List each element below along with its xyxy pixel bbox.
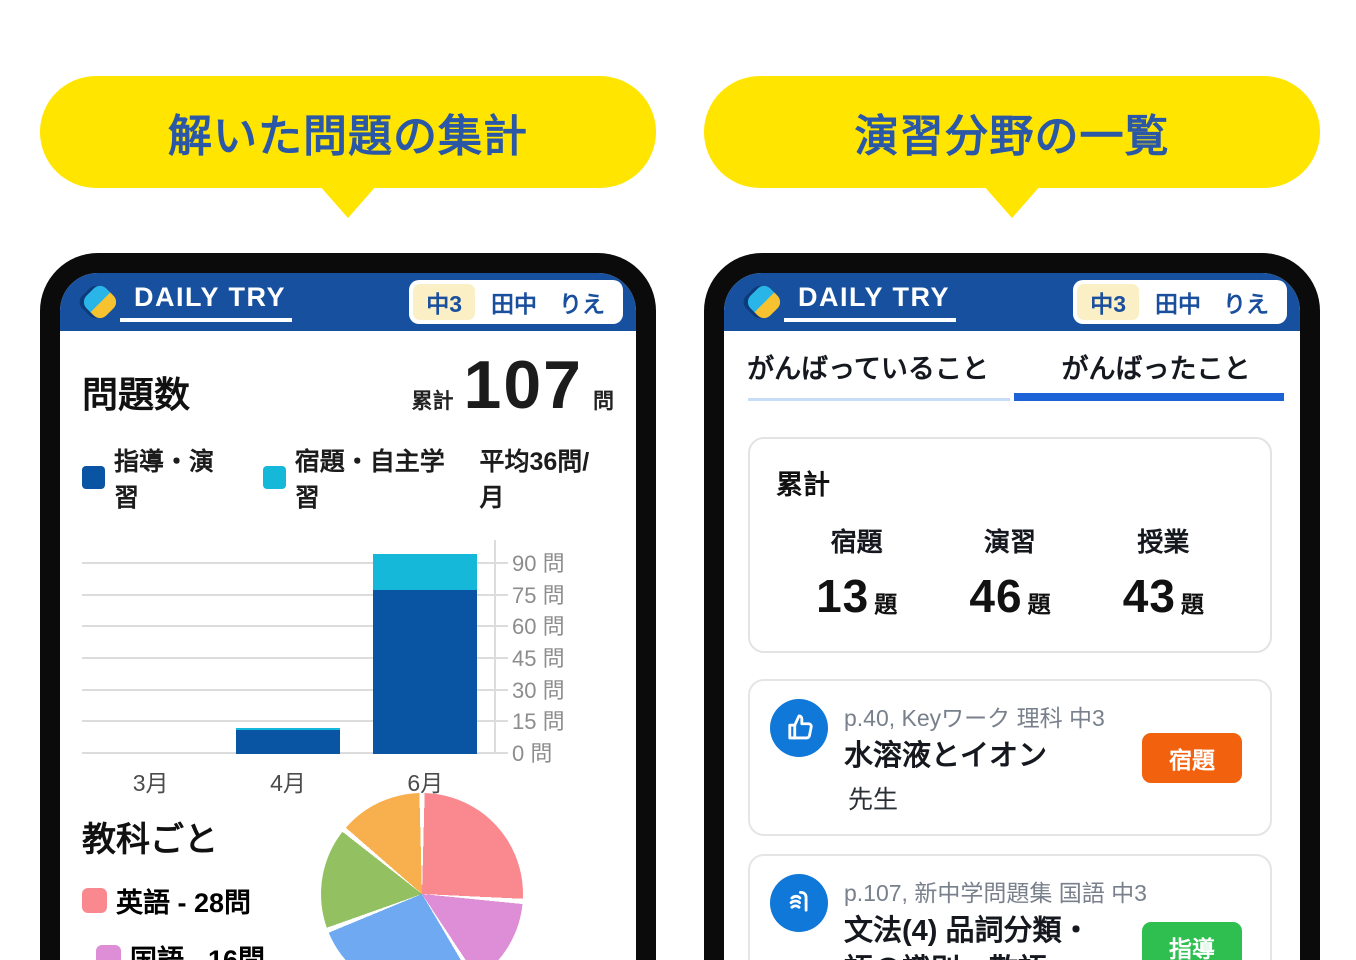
subject-legend: 英語 - 28問 国語 - 16問 数学 - 30問 [82,881,362,960]
app-logo-text: DAILY TRY [784,282,957,322]
summary-title: 累計 [776,470,830,500]
task-subtext: 先生 [848,786,899,815]
stat-number: 13 [816,570,870,622]
user-badge[interactable]: 中3 田中 りえ [409,280,623,324]
phone-left: DAILY TRY 中3 田中 りえ 問題数 累計 107 問 [40,253,656,960]
legend-item-homework: 宿題・自主学習 [262,442,470,514]
summary-stats: 宿題 13 題 演習 46 題 [776,522,1244,623]
user-first-name: りえ [559,291,605,317]
user-name: 田中 りえ [1139,285,1283,319]
app-logo-text: DAILY TRY [120,282,293,322]
legend-label: 宿題・自主学習 [294,447,445,512]
average-per-month: 平均36問/月 [479,447,590,512]
cumulative-summary-card: 累計 宿題 13 題 演習 46 [748,437,1272,653]
legend-swatch [82,887,107,913]
total-unit: 問 [593,390,614,413]
bar-xlabels: 3月 4月 6月 [132,769,444,796]
grade-chip: 中3 [413,284,475,320]
legend-item-guidance: 指導・演習 [82,442,239,514]
task-main: p.107, 新中学問題集 国語 中3 文法(4) 品詞分類・ 語の識別・敬語 … [844,874,1147,960]
stat-homework: 宿題 13 題 [816,522,897,623]
subject-pie-chart [321,793,523,960]
legend-swatch [82,466,105,490]
legend-swatch [262,466,286,490]
task-meta: p.40, Keyワーク 理科 中3 [844,705,1105,731]
grade-chip: 中3 [1077,284,1139,320]
callout-solved-summary: 解いた問題の集計 [40,76,656,188]
task-title: 水溶液とイオン [844,740,1048,772]
stat-number: 43 [1122,570,1176,622]
stat-practice: 演習 46 題 [969,522,1050,623]
legend-label: 指導・演習 [114,447,215,512]
app-header: DAILY TRY 中3 田中 りえ [724,273,1300,331]
tab-underline [1014,393,1284,401]
cumulative-total: 累計 107 問 [411,347,614,423]
stat-label: 授業 [1137,527,1190,557]
tab-label: がんばっていること [747,353,989,384]
thumbs-up-icon [770,699,828,757]
bar-chart-legend: 指導・演習 宿題・自主学習 平均36問/月 [82,442,614,514]
stat-number: 46 [969,570,1023,622]
task-title: 文法(4) 品詞分類・ 語の識別・敬語 [844,915,1091,960]
stat-unit: 題 [874,591,898,617]
stat-label: 宿題 [830,527,883,557]
problem-count-panel: 問題数 累計 107 問 指導・演習 宿題・自主学習 [60,331,636,960]
user-badge[interactable]: 中3 田中 りえ [1073,280,1287,324]
subject-legend-japanese: 国語 - 16問 [96,938,362,960]
app-logo: DAILY TRY [744,282,957,322]
tab-ganbatteiru[interactable]: がんばっていること [724,331,1012,401]
monthly-bar-chart: 0 問 15 問 30 問 45 問 60 問 75 問 90 問 3月 4月 6月 [82,539,614,796]
callout-text: 演習分野の一覧 [854,112,1170,161]
app-logo: DAILY TRY [80,282,293,322]
app-header: DAILY TRY 中3 田中 りえ [60,273,636,331]
writing-hand-icon [770,874,828,933]
phone-left-screen: DAILY TRY 中3 田中 りえ 問題数 累計 107 問 [60,273,636,960]
bar-grid [82,539,508,754]
badge-guidance: 指導 [1142,922,1242,960]
legend-label: 英語 - 28問 [116,887,252,918]
tab-underline [748,398,1010,401]
total-value: 107 [463,347,583,423]
subject-legend-english: 英語 - 28問 [82,881,362,920]
task-card-suiyoueki[interactable]: p.40, Keyワーク 理科 中3 水溶液とイオン 先生 宿題 [748,679,1272,837]
stat-value: 46 題 [969,569,1050,623]
tab-bar: がんばっていること がんばったこと [724,331,1300,401]
legend-swatch [96,944,121,960]
user-last-name: 田中 [1155,291,1201,317]
callout-text: 解いた問題の集計 [168,112,528,161]
bar-slots [82,550,494,754]
section-title-problem-count: 問題数 [82,373,191,415]
stat-unit: 題 [1180,591,1204,617]
legend-label: 国語 - 16問 [130,944,266,960]
user-last-name: 田中 [491,291,537,317]
section-title-by-subject: 教科ごと [82,820,218,859]
bar-yaxis: 0 問 15 問 30 問 45 問 60 問 75 問 90 問 [512,551,565,766]
phone-right: DAILY TRY 中3 田中 りえ がんばっていること [704,253,1320,960]
stats-header: 問題数 累計 107 問 [82,347,614,423]
tab-ganbatta[interactable]: がんばったこと [1012,331,1300,401]
task-card-bunpou[interactable]: p.107, 新中学問題集 国語 中3 文法(4) 品詞分類・ 語の識別・敬語 … [748,854,1272,960]
daily-try-logo-icon [744,282,784,322]
phone-right-screen: DAILY TRY 中3 田中 りえ がんばっていること [724,273,1300,960]
stat-value: 13 題 [816,569,897,623]
task-meta: p.107, 新中学問題集 国語 中3 [844,880,1147,907]
stat-label: 演習 [983,527,1036,557]
callout-practice-list: 演習分野の一覧 [704,76,1320,188]
user-name: 田中 りえ [475,285,619,319]
daily-try-logo-icon [80,282,120,322]
tab-label: がんばったこと [1061,353,1251,384]
achievements-panel: がんばっていること がんばったこと 累計 宿題 13 [724,331,1300,960]
task-main: p.40, Keyワーク 理科 中3 水溶液とイオン 先生 [844,699,1105,816]
stat-value: 43 題 [1123,569,1204,623]
user-first-name: りえ [1223,291,1269,317]
stat-lesson: 授業 43 題 [1123,522,1204,623]
stat-unit: 題 [1027,591,1051,617]
badge-homework: 宿題 [1142,733,1242,783]
total-label: 累計 [411,390,454,413]
y-axis-line [494,539,496,754]
